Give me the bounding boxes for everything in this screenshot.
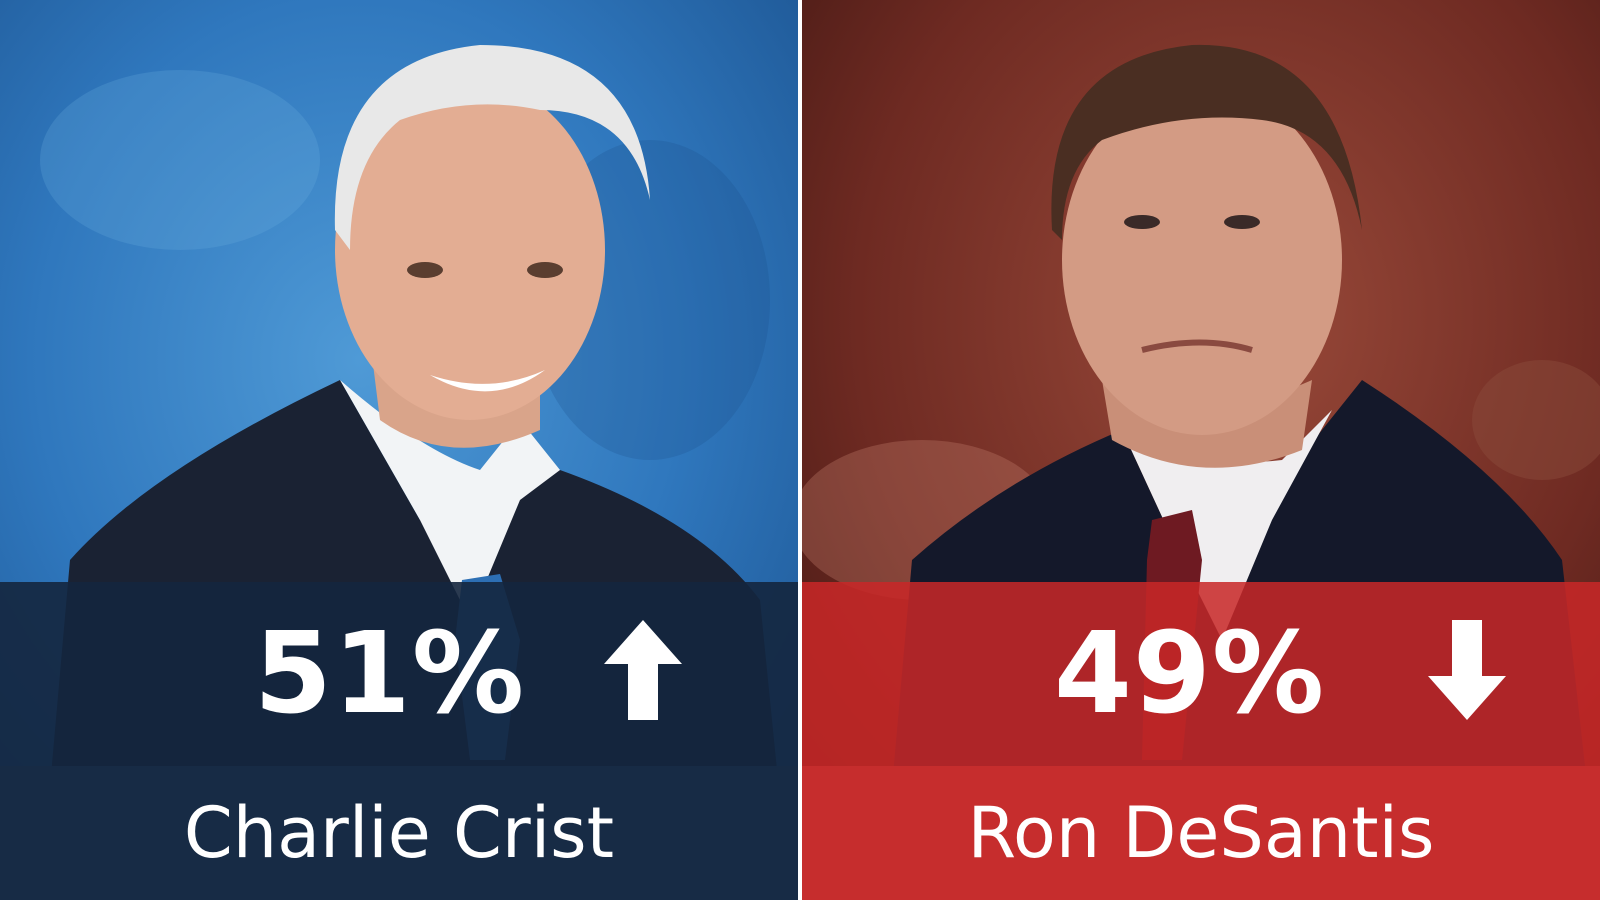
candidate-name: Ron DeSantis (967, 792, 1435, 874)
candidate-photo-crist (0, 0, 798, 900)
percent-value: 51% (254, 609, 526, 739)
candidate-name: Charlie Crist (183, 792, 615, 874)
candidate-name-bar: Ron DeSantis (802, 766, 1600, 900)
candidate-panel-desantis: 49% Ron DeSantis (802, 0, 1600, 900)
arrow-down-icon (1428, 620, 1506, 720)
candidate-panel-crist: 51% Charlie Crist (0, 0, 798, 900)
arrow-up-icon (604, 620, 682, 720)
percent-band: 51% (0, 582, 798, 766)
candidate-name-bar: Charlie Crist (0, 766, 798, 900)
percent-band: 49% (802, 582, 1600, 766)
panel-divider (798, 0, 802, 900)
percent-value: 49% (1054, 609, 1326, 739)
